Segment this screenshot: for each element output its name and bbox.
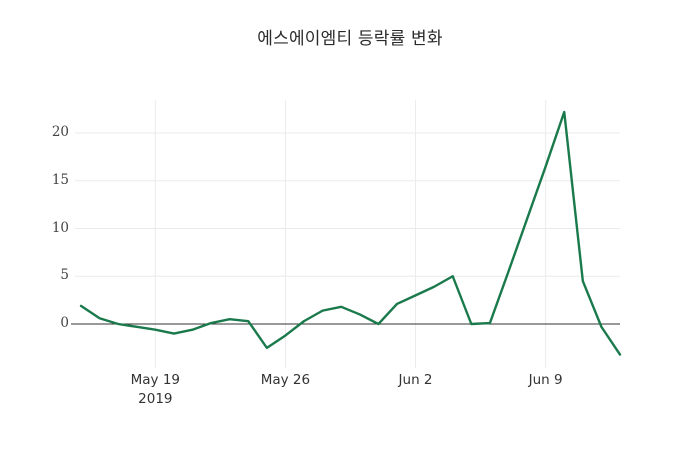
vertical-gridlines: [154, 100, 547, 368]
x-axis-tick-label: Jun 2: [356, 372, 476, 388]
y-axis-tick-label: 10: [51, 219, 69, 236]
x-axis-tick-label-main: Jun 2: [398, 372, 433, 388]
horizontal-gridlines: [75, 132, 620, 277]
data-series-line: [79, 110, 622, 356]
x-axis-tick-label-sub: 2019: [138, 391, 173, 407]
y-axis-tick-label: 0: [60, 315, 69, 331]
x-axis-tick-label-main: May 19: [130, 372, 181, 388]
chart-title: 에스에이엠티 등락률 변화: [257, 29, 443, 49]
y-axis-tick-label: 15: [51, 171, 69, 188]
x-axis-tick-label-main: May 26: [260, 372, 311, 388]
x-axis-tick-label-main: Jun 9: [528, 372, 563, 388]
x-axis-tick-label: Jun 9: [486, 372, 606, 388]
x-axis-tick-label: May 26: [225, 372, 345, 388]
x-axis-tick-label: May 19 2019: [95, 372, 215, 407]
y-axis-tick-label: 5: [60, 267, 69, 284]
y-axis-tick-label: 20: [51, 124, 69, 140]
